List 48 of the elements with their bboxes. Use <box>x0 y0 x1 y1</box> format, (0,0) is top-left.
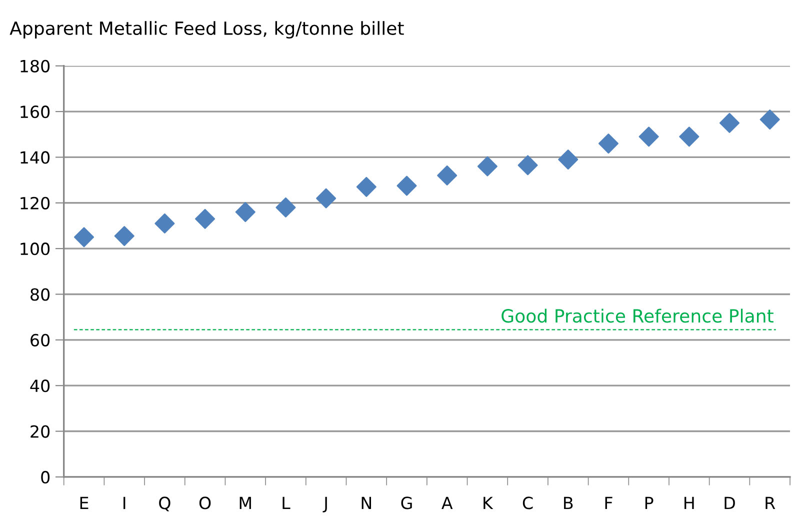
point <box>195 208 216 229</box>
x-tick-label: R <box>766 496 776 510</box>
x-tick-label: J <box>322 496 327 512</box>
y-tick-label: 120 <box>20 196 50 210</box>
point <box>719 112 740 133</box>
x-tick-label: C <box>522 496 533 510</box>
x-tick-label: N <box>362 496 372 510</box>
point <box>114 226 134 246</box>
y-tick-label: 40 <box>30 380 50 392</box>
x-tick-label: G <box>401 496 412 510</box>
point <box>598 134 618 154</box>
chart-title: Apparent Metallic Feed Loss, kg/tonne billet <box>10 21 404 39</box>
point <box>154 213 175 234</box>
x-tick-label: M <box>240 496 251 510</box>
x-tick-label: L <box>282 496 290 510</box>
y-tick-label: 100 <box>20 242 50 256</box>
point <box>437 165 458 186</box>
y-tick-label: 180 <box>20 60 50 72</box>
x-tick-label: O <box>199 496 211 510</box>
x-tick-label: E <box>80 496 88 510</box>
x-tick-label: F <box>605 496 612 510</box>
point <box>679 126 700 147</box>
x-tick-label: I <box>124 496 126 510</box>
x-tick-label: D <box>724 496 735 510</box>
y-tick-label: 0 <box>41 470 50 484</box>
point <box>396 176 417 196</box>
point <box>477 156 498 176</box>
y-tick-label: 140 <box>20 151 50 164</box>
point <box>518 155 538 176</box>
point <box>356 176 376 197</box>
point <box>316 188 336 208</box>
x-tick-label: K <box>484 496 494 510</box>
y-tick-label: 60 <box>30 334 50 346</box>
x-tick-label: P <box>645 496 654 510</box>
y-tick-label: 20 <box>30 425 50 438</box>
ref-line-label: Good Practice Reference Plant <box>502 308 774 323</box>
x-tick-label: A <box>442 496 453 510</box>
point <box>638 126 659 147</box>
point <box>760 110 780 130</box>
point <box>74 227 94 248</box>
point <box>276 197 296 218</box>
x-tick-label: B <box>564 496 573 510</box>
x-tick-label: H <box>684 496 694 510</box>
point <box>558 149 578 170</box>
y-tick-label: 80 <box>30 288 50 301</box>
point <box>235 202 256 222</box>
y-tick-label: 160 <box>20 106 50 118</box>
x-tick-label: Q <box>159 496 170 512</box>
